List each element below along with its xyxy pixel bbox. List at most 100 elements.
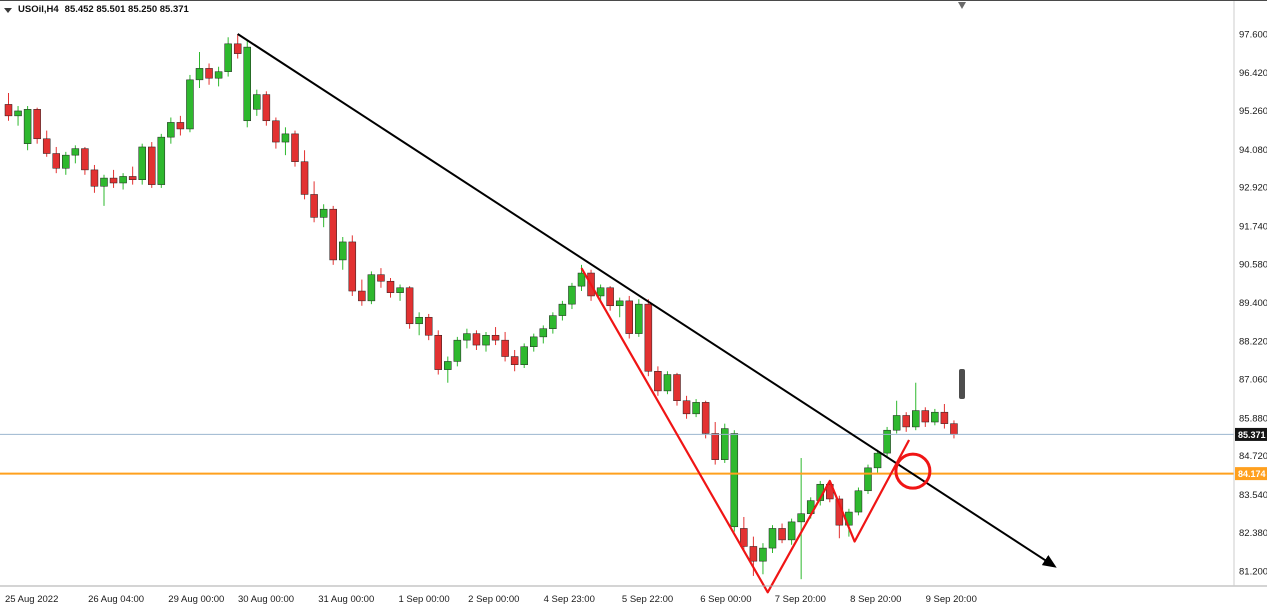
price-tick-label: 81.200 xyxy=(1239,567,1267,578)
price-tick-label: 90.580 xyxy=(1239,259,1267,270)
candle xyxy=(214,71,223,79)
candle xyxy=(453,339,462,362)
candle xyxy=(759,547,767,562)
time-tick-label: 4 Sep 23:00 xyxy=(544,594,595,605)
time-tick-label: 1 Sep 00:00 xyxy=(398,594,449,605)
candle xyxy=(424,316,433,336)
candle xyxy=(711,433,719,460)
candle xyxy=(138,146,146,180)
candle xyxy=(950,423,958,435)
candle xyxy=(778,528,786,541)
price-path-zigzag[interactable] xyxy=(580,267,911,594)
candle xyxy=(625,300,633,334)
candle xyxy=(367,274,376,302)
time-axis[interactable]: 25 Aug 2022 26 Aug 04:00 29 Aug 00:00 30 Au… xyxy=(5,594,977,605)
time-tick-label: 6 Sep 00:00 xyxy=(700,594,751,605)
chart-shift-position-icon[interactable] xyxy=(958,2,966,9)
candle xyxy=(549,315,557,329)
time-tick-label: 7 Sep 20:00 xyxy=(775,594,826,605)
candle xyxy=(186,79,194,130)
candle xyxy=(167,122,175,138)
candle xyxy=(100,177,108,187)
candle xyxy=(62,154,70,169)
candle xyxy=(405,287,414,325)
candle xyxy=(635,303,643,334)
candle xyxy=(539,328,548,338)
candle xyxy=(81,148,89,171)
candle xyxy=(730,433,739,528)
symbol-dropdown-icon[interactable] xyxy=(4,7,12,13)
candle xyxy=(205,68,213,79)
candle xyxy=(940,411,949,424)
candle xyxy=(4,104,13,117)
candle xyxy=(491,334,500,341)
candle xyxy=(673,374,681,401)
candle xyxy=(864,467,872,492)
candle xyxy=(692,402,700,415)
candle xyxy=(339,241,347,261)
candle xyxy=(358,290,366,302)
current-price-line-tag xyxy=(1235,427,1267,441)
current-price-line-tag-label: 85.371 xyxy=(1238,430,1266,440)
time-tick-label: 8 Sep 20:00 xyxy=(850,594,901,605)
price-tick-label: 97.600 xyxy=(1239,30,1267,41)
candle xyxy=(749,546,758,562)
candle xyxy=(329,208,337,261)
candle xyxy=(787,521,796,541)
candle xyxy=(596,287,605,297)
circle-object[interactable] xyxy=(894,452,932,490)
candle xyxy=(243,46,251,122)
candle xyxy=(319,208,328,218)
candle xyxy=(530,336,538,347)
candle xyxy=(740,528,748,547)
candle xyxy=(510,356,519,365)
candle xyxy=(14,110,22,117)
candle xyxy=(892,415,901,431)
candle xyxy=(300,161,309,195)
candle xyxy=(921,410,930,423)
time-tick-label: 5 Sep 22:00 xyxy=(622,594,673,605)
candles-layer xyxy=(4,34,958,580)
candle xyxy=(644,303,653,372)
price-tick-label: 88.220 xyxy=(1239,337,1267,348)
candle xyxy=(558,303,567,316)
candle xyxy=(873,452,882,469)
candle xyxy=(463,333,471,341)
candle xyxy=(109,177,118,184)
candle xyxy=(520,346,528,365)
axis-separators xyxy=(0,1,1267,587)
time-tick-label: 31 Aug 00:00 xyxy=(318,594,374,605)
candle xyxy=(768,528,777,549)
candle xyxy=(568,285,576,305)
candle xyxy=(663,374,672,392)
candle xyxy=(501,339,509,357)
time-tick-label: 9 Sep 20:00 xyxy=(926,594,977,605)
chart-header: USOil,H4 85.452 85.501 85.250 85.371 xyxy=(4,4,189,15)
candle xyxy=(912,410,920,428)
descending-trendline[interactable] xyxy=(237,33,1057,568)
orange-level-line-tag-label: 84.174 xyxy=(1238,469,1266,479)
candle xyxy=(854,490,863,513)
candle xyxy=(615,300,624,307)
trendline-object[interactable] xyxy=(237,33,1057,568)
candle xyxy=(883,429,891,454)
chart-shift-marker[interactable] xyxy=(959,369,965,399)
breakout-highlight-circle[interactable] xyxy=(894,452,932,490)
price-tick-label: 95.260 xyxy=(1239,106,1267,117)
ohlc-values-label: 85.452 85.501 85.250 85.371 xyxy=(64,4,189,15)
candle xyxy=(482,334,490,346)
candle xyxy=(577,272,586,287)
time-tick-label: 29 Aug 00:00 xyxy=(168,594,224,605)
candle xyxy=(444,361,452,370)
candle xyxy=(291,133,299,162)
candle xyxy=(176,122,185,130)
price-lines[interactable] xyxy=(0,433,1234,475)
price-axis[interactable]: 97.600 96.420 95.260 94.080 92.920 91.740 90.5… xyxy=(1239,30,1267,578)
price-tick-label: 92.920 xyxy=(1239,183,1267,194)
time-tick-label: 2 Sep 00:00 xyxy=(468,594,519,605)
zigzag-object[interactable] xyxy=(580,267,911,594)
candle xyxy=(281,133,290,143)
candle xyxy=(262,94,271,122)
candle xyxy=(253,94,261,110)
